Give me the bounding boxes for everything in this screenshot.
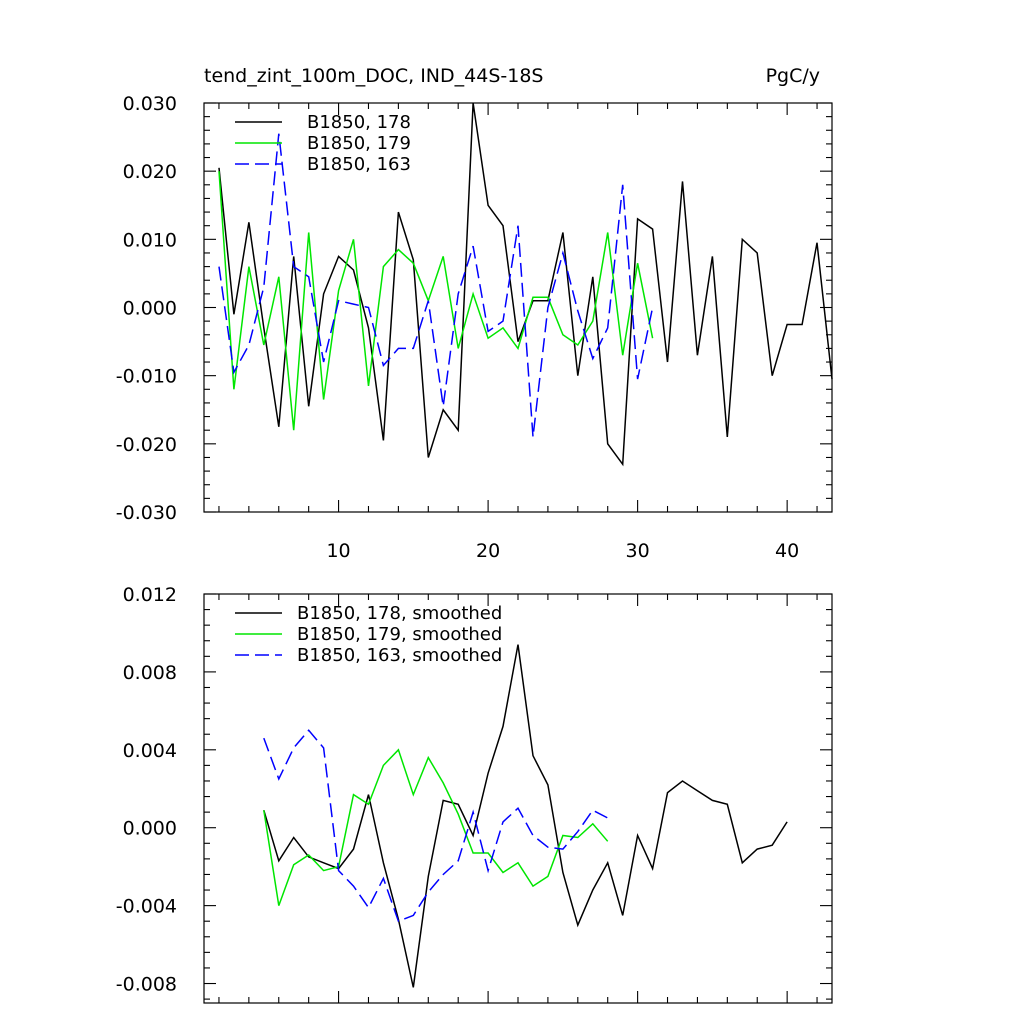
x-tick-label: 20 (476, 540, 500, 562)
y-tick-label: 0.008 (123, 662, 177, 684)
units-label: PgC/y (766, 65, 820, 87)
series-group (263, 644, 788, 988)
x-tick-label: 10 (326, 540, 350, 562)
chart-title: tend_zint_100m_DOC, IND_44S-18S (204, 65, 543, 87)
y-tick-label: -0.008 (116, 974, 177, 996)
y-tick-label: 0.000 (123, 298, 177, 320)
legend-label: B1850, 163, smoothed (297, 645, 502, 666)
y-tick-label: 0.030 (123, 93, 177, 115)
series-line-3 (263, 729, 609, 923)
series-line-2 (263, 748, 609, 906)
bottom-panel: -0.008 -0.004 0.000 0.004 0.008 0.012 B1850, 1… (116, 584, 833, 1004)
y-tick-label: 0.010 (123, 229, 177, 251)
legend-label: B1850, 179, smoothed (297, 624, 502, 645)
axis-ticks (204, 593, 832, 1003)
series-line-3 (218, 133, 654, 438)
legend-label: B1850, 178 (307, 112, 411, 133)
y-tick-label: -0.004 (116, 896, 177, 918)
top-panel: tend_zint_100m_DOC, IND_44S-18S PgC/y -0.0… (116, 65, 833, 562)
y-tick-label: 0.012 (123, 584, 177, 606)
series-line-2 (218, 171, 654, 431)
series-group (218, 102, 833, 467)
y-tick-label: 0.004 (123, 740, 177, 762)
legend-label: B1850, 178, smoothed (297, 603, 502, 624)
x-tick-label: 40 (775, 540, 799, 562)
y-tick-label: -0.010 (116, 366, 177, 388)
series-line-1 (263, 644, 788, 988)
axis-ticks (204, 102, 832, 513)
y-tick-label: 0.020 (123, 161, 177, 183)
y-tick-label: 0.000 (123, 818, 177, 840)
x-tick-label: 30 (626, 540, 650, 562)
y-tick-label: -0.020 (116, 434, 177, 456)
legend-label: B1850, 163 (307, 154, 411, 175)
legend-label: B1850, 179 (307, 133, 411, 154)
y-tick-label: -0.030 (116, 502, 177, 524)
